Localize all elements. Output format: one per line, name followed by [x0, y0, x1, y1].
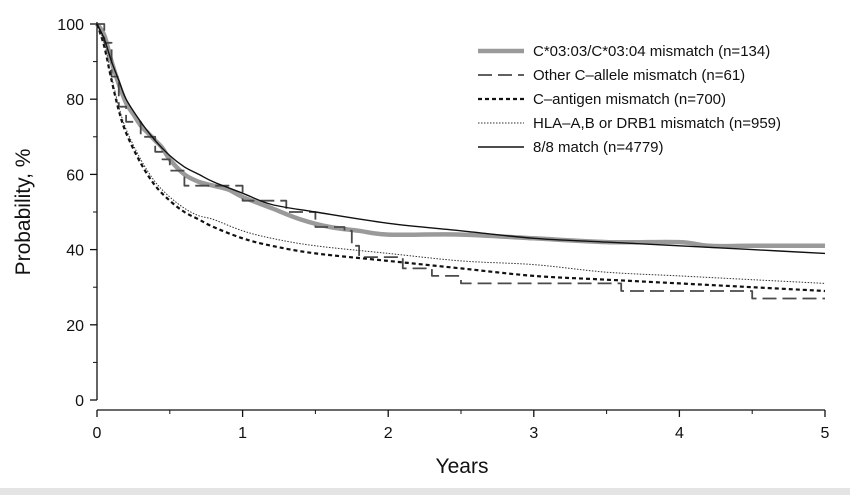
legend-label-4: HLA–A,B or DRB1 mismatch (n=959) [533, 115, 781, 132]
y-tick-label: 80 [66, 92, 84, 109]
x-tick-label: 1 [238, 425, 247, 442]
bottom-divider [0, 488, 850, 495]
series-line-2 [97, 23, 825, 300]
legend: C*03:03/C*03:04 mismatch (n=134) Other C–… [478, 43, 781, 156]
axes: 0 20 40 60 80 100 0 1 2 3 4 5 [57, 17, 829, 442]
legend-label-5: 8/8 match (n=4779) [533, 139, 664, 156]
y-tick-label: 60 [66, 167, 84, 184]
series-layer [95, 22, 826, 300]
legend-label-2: Other C–allele mismatch (n=61) [533, 67, 745, 84]
y-tick-label: 100 [57, 17, 84, 34]
x-tick-label: 3 [529, 425, 538, 442]
x-tick-label: 2 [384, 425, 393, 442]
y-tick-label: 0 [75, 393, 84, 410]
y-tick-label: 40 [66, 243, 84, 260]
series-line-4 [96, 23, 826, 284]
x-tick-label: 0 [93, 425, 102, 442]
legend-label-1: C*03:03/C*03:04 mismatch (n=134) [533, 43, 770, 60]
x-tick-label: 4 [675, 425, 684, 442]
x-axis-label: Years [436, 455, 489, 478]
legend-label-3: C–antigen mismatch (n=700) [533, 91, 726, 108]
y-tick-label: 20 [66, 318, 84, 335]
x-tick-label: 5 [821, 425, 830, 442]
y-axis-label: Probability, % [12, 149, 35, 276]
series-line-5 [96, 23, 826, 255]
series-line-3 [95, 23, 826, 293]
